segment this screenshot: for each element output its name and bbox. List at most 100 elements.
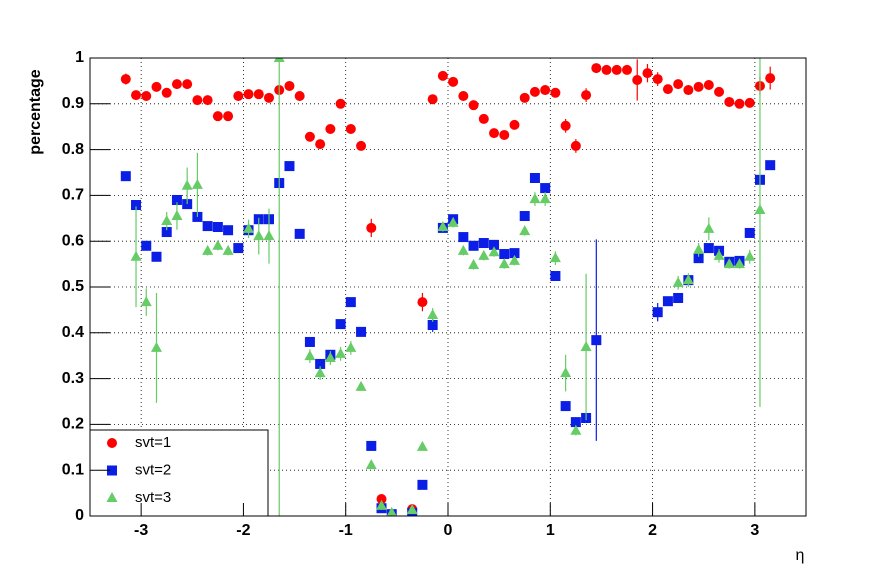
point xyxy=(478,249,490,260)
point xyxy=(611,64,622,75)
point xyxy=(765,160,776,171)
point xyxy=(130,250,142,261)
point xyxy=(161,215,173,226)
point xyxy=(141,91,152,102)
point xyxy=(141,240,152,251)
point xyxy=(549,252,561,263)
point xyxy=(182,79,193,90)
point xyxy=(356,140,367,151)
point xyxy=(161,227,172,238)
point xyxy=(427,308,439,319)
point xyxy=(734,98,745,109)
point xyxy=(519,225,531,236)
legend-label: svt=2 xyxy=(135,461,171,478)
point xyxy=(140,296,152,307)
point xyxy=(171,194,182,205)
legend-marker xyxy=(107,465,117,476)
point xyxy=(233,91,244,102)
x-tick-label: -1 xyxy=(339,522,353,539)
point xyxy=(499,129,510,140)
point xyxy=(529,193,541,204)
point xyxy=(713,249,725,260)
point xyxy=(723,258,735,269)
point xyxy=(458,232,469,243)
point xyxy=(570,417,581,428)
y-tick-label: 0.6 xyxy=(62,232,84,249)
point xyxy=(601,64,612,75)
point xyxy=(151,251,162,262)
point xyxy=(417,297,428,308)
point xyxy=(253,230,265,241)
point xyxy=(366,440,377,451)
y-tick-label: 0.2 xyxy=(62,416,84,433)
point xyxy=(539,193,551,204)
point xyxy=(243,89,254,100)
point xyxy=(499,249,510,260)
point xyxy=(335,347,347,358)
point xyxy=(191,178,203,189)
point xyxy=(570,424,582,435)
point xyxy=(509,248,520,259)
point xyxy=(540,183,551,194)
point xyxy=(540,85,551,96)
point xyxy=(550,87,561,98)
point xyxy=(427,320,438,331)
point xyxy=(202,95,213,106)
point xyxy=(150,341,162,352)
x-tick-label: 1 xyxy=(546,522,555,539)
plot-area xyxy=(120,58,776,516)
point xyxy=(223,225,234,236)
point xyxy=(622,64,632,75)
point xyxy=(161,87,172,98)
point xyxy=(683,85,694,96)
point xyxy=(468,100,479,111)
point xyxy=(581,90,592,101)
point xyxy=(693,253,704,264)
point xyxy=(478,238,489,249)
point xyxy=(744,97,755,108)
y-tick-label: 0.3 xyxy=(62,370,84,387)
point xyxy=(202,244,214,255)
point xyxy=(560,367,572,378)
point xyxy=(355,380,367,391)
point xyxy=(744,250,756,261)
point xyxy=(212,111,223,122)
point xyxy=(682,274,694,285)
y-axis-label: percentage xyxy=(27,69,44,154)
point xyxy=(294,91,305,102)
point xyxy=(365,459,377,470)
point xyxy=(417,479,428,490)
point xyxy=(253,89,264,100)
point xyxy=(591,63,602,74)
point xyxy=(263,230,275,241)
y-tick-label: 0.5 xyxy=(62,278,84,295)
point xyxy=(223,111,234,122)
point xyxy=(345,123,356,134)
point xyxy=(468,259,480,270)
point xyxy=(642,68,653,79)
point xyxy=(457,244,469,255)
point xyxy=(714,86,725,97)
point xyxy=(315,358,326,369)
point xyxy=(131,200,142,211)
x-tick-label: -3 xyxy=(134,522,148,539)
x-tick-label: 2 xyxy=(648,522,657,539)
point xyxy=(243,222,255,233)
point xyxy=(294,228,305,239)
point xyxy=(212,239,224,250)
point xyxy=(509,119,520,130)
point xyxy=(386,506,397,516)
point xyxy=(222,244,234,255)
point xyxy=(448,76,459,87)
point xyxy=(171,79,182,90)
y-tick-label: 1 xyxy=(75,49,84,66)
point xyxy=(233,243,244,254)
point xyxy=(580,340,592,351)
point xyxy=(754,204,766,215)
point xyxy=(335,319,346,330)
y-tick-label: 0.9 xyxy=(62,95,84,112)
point xyxy=(693,81,704,92)
legend: svt=1 svt=2 svt=3 xyxy=(89,429,269,517)
y-tick-label: 0.7 xyxy=(62,187,84,204)
